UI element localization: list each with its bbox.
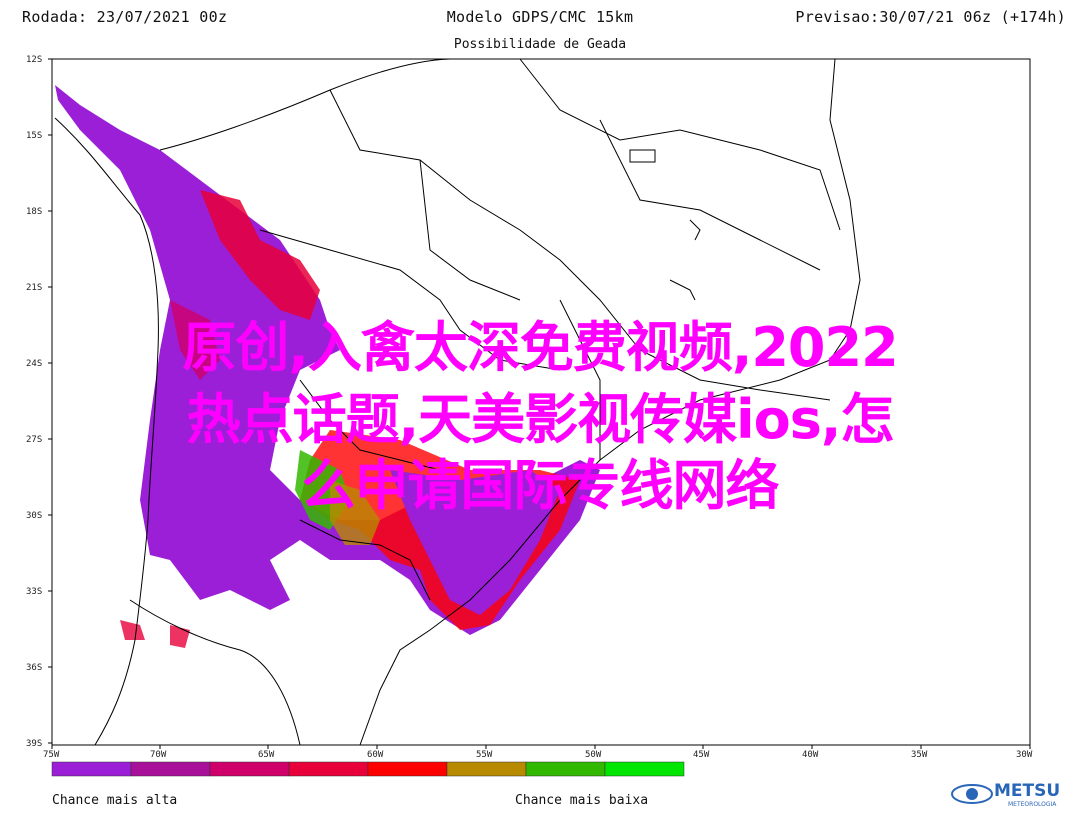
frost-area — [55, 85, 600, 648]
boundaries — [54, 58, 861, 746]
legend-swatch — [367, 761, 448, 777]
lat-label: 30S — [26, 511, 42, 521]
legend-color-bar — [51, 761, 685, 777]
lon-label: 30W — [1016, 750, 1033, 760]
overlay-text-line-1: 原创,入禽太深免费视频,2022 — [182, 316, 898, 379]
lat-label: 21S — [26, 283, 42, 293]
lat-label: 27S — [26, 435, 42, 445]
logo-name: METSUL — [994, 781, 1060, 801]
lat-ticks — [48, 58, 52, 744]
overlay-text-line-2: 热点话题,天美影视传媒ios,怎 — [186, 388, 895, 451]
legend-swatch — [130, 761, 211, 777]
legend-swatch — [288, 761, 369, 777]
lon-label: 45W — [693, 750, 710, 760]
lat-label: 24S — [26, 359, 42, 369]
forecast-time: Previsao:30/07/21 06z (+174h) — [795, 8, 1066, 26]
lon-label: 40W — [802, 750, 819, 760]
logo-swirl-icon — [951, 784, 993, 804]
legend-swatch — [604, 761, 685, 777]
legend-swatch — [525, 761, 606, 777]
legend-high-chance-label: Chance mais alta — [52, 793, 178, 808]
legend-swatch — [446, 761, 527, 777]
lat-label: 39S — [26, 739, 42, 749]
run-date: Rodada: 23/07/2021 00z — [22, 8, 228, 26]
lat-label: 33S — [26, 587, 42, 597]
lat-labels: 12S 15S 18S 21S 24S 27S 30S 33S 36S 39S — [26, 55, 42, 749]
logo-tagline: METEOROLOGIA — [1008, 801, 1057, 808]
metsul-logo: METSUL METEOROLOGIA — [950, 778, 1071, 808]
map-subtitle: Possibilidade de Geada — [453, 37, 627, 52]
lon-label: 55W — [476, 750, 493, 760]
lon-label: 35W — [911, 750, 928, 760]
lon-labels: 75W 70W 65W 60W 55W 50W 45W 40W 35W 30W — [43, 750, 1033, 760]
lat-label: 12S — [26, 55, 42, 65]
legend-swatch — [209, 761, 290, 777]
model-name: Modelo GDPS/CMC 15km — [446, 8, 634, 26]
lon-label: 60W — [367, 750, 384, 760]
logo-globe-icon — [966, 788, 978, 800]
lon-ticks — [51, 745, 1031, 749]
lon-label: 70W — [150, 750, 167, 760]
lon-label: 75W — [43, 750, 60, 760]
overlay-text-line-3: 么申请国际专线网络 — [301, 454, 780, 517]
lat-label: 15S — [26, 131, 42, 141]
lon-label: 65W — [258, 750, 275, 760]
legend-swatch — [51, 761, 132, 777]
lat-label: 36S — [26, 663, 42, 673]
lat-label: 18S — [26, 207, 42, 217]
legend-low-chance-label: Chance mais baixa — [515, 793, 649, 808]
lon-label: 50W — [585, 750, 602, 760]
